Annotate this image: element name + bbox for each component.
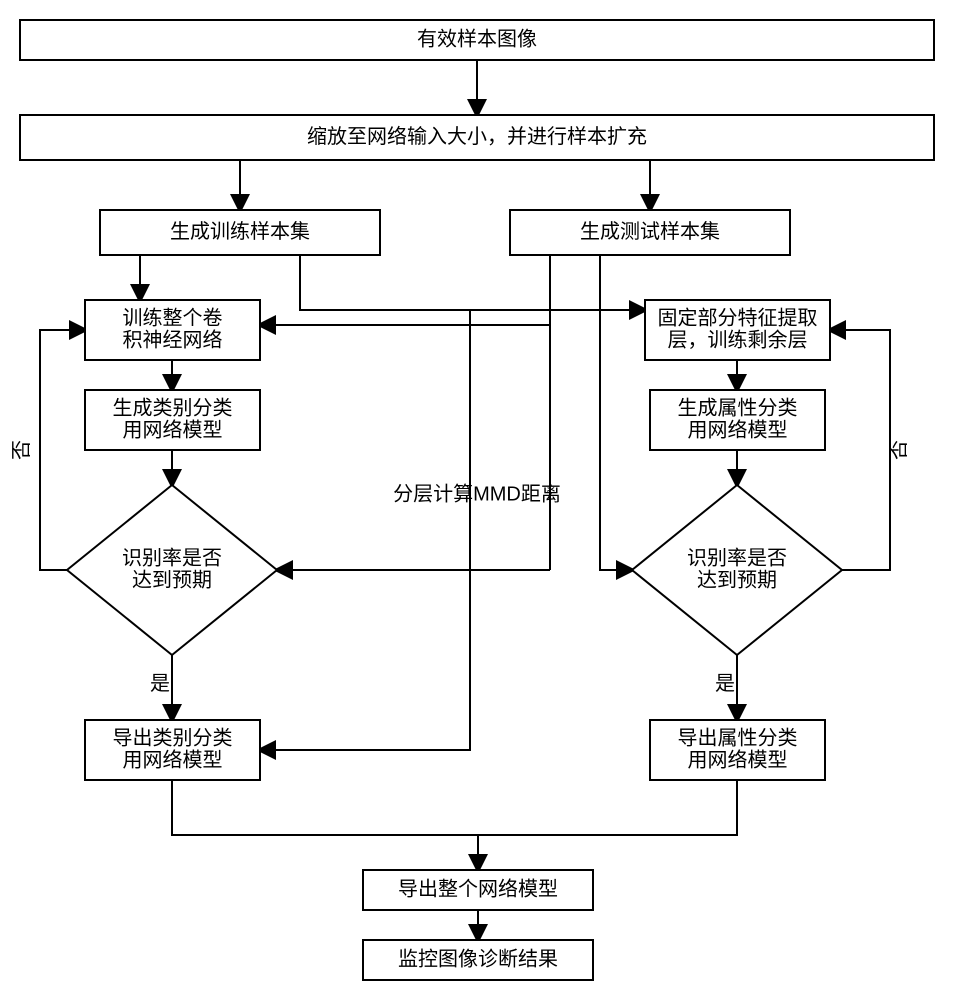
edge-18 (260, 310, 470, 750)
label-yes-left: 是 (150, 673, 170, 695)
node-label-n10-1: 达到预期 (697, 568, 777, 591)
flowchart-canvas: 有效样本图像缩放至网络输入大小，并进行样本扩充生成训练样本集 生成测试样本集训练整… (0, 0, 954, 1000)
node-label-n5-1: 积神经网络 (123, 328, 223, 351)
node-label-n10-0: 识别率是否 (687, 546, 787, 569)
node-label-n13-0: 导出整个网络模型 (398, 877, 558, 900)
label-yes-right: 是 (715, 673, 735, 695)
label-no-left: 否 (11, 440, 33, 460)
edge-15 (260, 255, 550, 325)
node-label-n2-0: 缩放至网络输入大小，并进行样本扩充 (307, 125, 647, 148)
node-label-n1-0: 有效样本图像 (417, 27, 537, 50)
node-label-n11-0: 导出类别分类 (113, 726, 233, 749)
edge-13 (40, 330, 85, 570)
node-label-n7-0: 生成类别分类 (113, 396, 233, 419)
node-label-n6-0: 固定部分特征提取 (658, 306, 818, 329)
node-label-n14-0: 监控图像诊断结果 (398, 947, 558, 970)
node-label-n8-1: 用网络模型 (688, 418, 788, 441)
node-label-n4-0: 生成测试样本集 (580, 220, 720, 243)
node-label-n7-1: 用网络模型 (123, 418, 223, 441)
edge-11 (172, 780, 737, 835)
node-label-n9-0: 识别率是否 (122, 546, 222, 569)
center-label: 分层计算MMD距离 (393, 482, 561, 505)
node-label-n5-0: 训练整个卷 (123, 306, 223, 329)
node-label-n12-1: 用网络模型 (688, 748, 788, 771)
node-label-n3-0: 生成训练样本集 (170, 220, 310, 243)
node-label-n9-1: 达到预期 (132, 568, 212, 591)
edge-14 (830, 330, 890, 570)
node-label-n8-0: 生成属性分类 (678, 396, 798, 419)
node-label-n6-1: 层，训练剩余层 (668, 328, 808, 351)
edge-17 (300, 255, 645, 310)
label-no-right: 否 (888, 440, 910, 460)
node-label-n11-1: 用网络模型 (123, 748, 223, 771)
node-label-n12-0: 导出属性分类 (678, 726, 798, 749)
edge-19 (600, 255, 632, 570)
